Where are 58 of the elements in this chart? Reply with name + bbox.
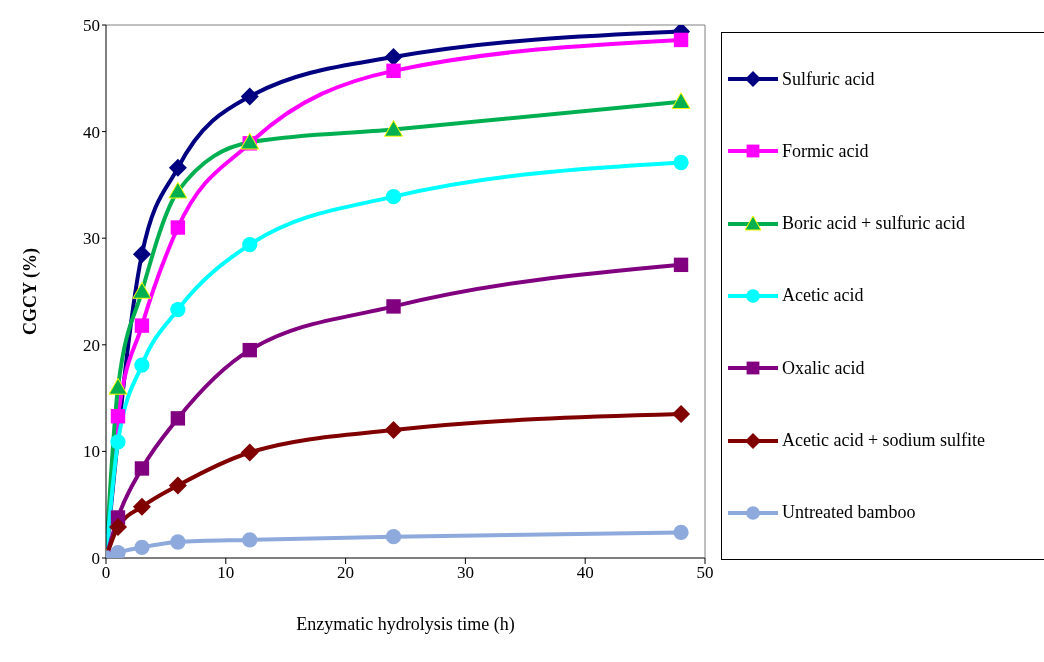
point — [134, 539, 150, 555]
point — [132, 497, 151, 516]
point — [170, 220, 186, 235]
legend-label: Oxalic acid — [782, 357, 865, 379]
point — [385, 529, 402, 545]
y-tick-label: 50 — [83, 16, 100, 36]
point — [110, 434, 126, 450]
point — [240, 132, 260, 150]
point — [110, 409, 126, 424]
point — [134, 318, 150, 333]
point — [386, 299, 401, 314]
point — [240, 443, 259, 462]
point — [672, 405, 691, 424]
point — [168, 476, 187, 495]
point — [242, 342, 257, 358]
legend-label: Acetic acid — [782, 285, 864, 307]
point — [170, 411, 186, 426]
point — [170, 534, 186, 550]
x-tick-label: 40 — [576, 563, 594, 583]
point — [673, 154, 689, 171]
point — [386, 63, 401, 79]
legend-label: Boric acid + sulfuric acid — [782, 213, 966, 235]
point — [132, 245, 151, 264]
x-tick-label: 20 — [337, 563, 355, 583]
legend-label: Sulfuric acid — [782, 68, 875, 90]
point — [168, 181, 188, 199]
point — [134, 357, 150, 373]
point — [168, 158, 187, 177]
point — [673, 32, 689, 48]
point — [108, 377, 128, 395]
point — [384, 47, 403, 66]
point — [671, 92, 691, 109]
x-axis-title: Enzymatic hydrolysis time (h) — [296, 614, 515, 635]
y-tick-label: 40 — [83, 122, 100, 142]
legend-label: Untreated bamboo — [782, 502, 916, 524]
x-tick-label: 50 — [696, 563, 714, 583]
point — [384, 421, 403, 440]
point — [242, 532, 258, 548]
point — [240, 87, 259, 106]
point — [134, 461, 150, 476]
point — [673, 524, 689, 541]
legend-label: Formic acid — [782, 140, 869, 162]
point — [108, 518, 127, 537]
point — [673, 257, 689, 273]
point — [132, 282, 152, 299]
point — [385, 188, 402, 205]
point — [384, 119, 404, 137]
y-tick-label: 10 — [83, 442, 100, 462]
y-tick-label: 20 — [83, 335, 100, 355]
y-axis-title: CGCY (%) — [20, 248, 42, 335]
point — [110, 545, 126, 558]
x-tick-label: 30 — [456, 563, 474, 583]
legend-label: Acetic acid + sodium sulfite — [782, 430, 986, 452]
x-tick-label: 10 — [217, 563, 235, 583]
point — [242, 236, 258, 253]
y-tick-label: 30 — [83, 229, 100, 249]
y-tick-label: 0 — [91, 549, 100, 569]
point — [170, 301, 186, 318]
